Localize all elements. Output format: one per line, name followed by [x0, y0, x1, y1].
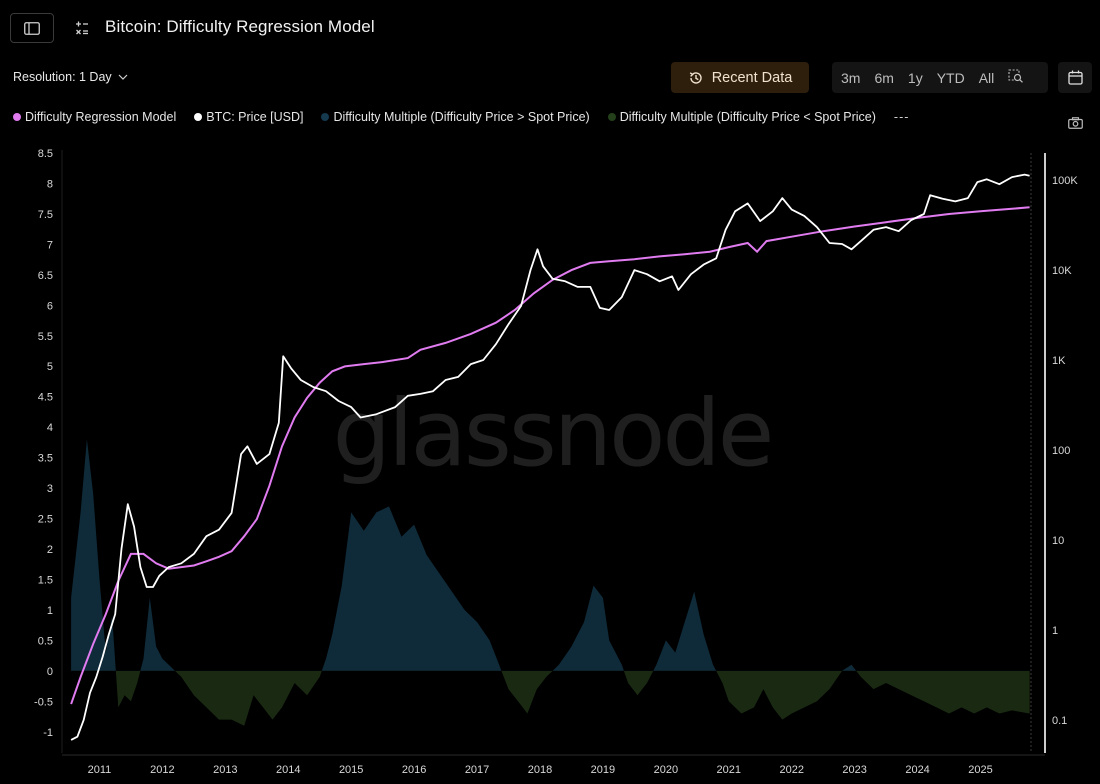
sidebar-toggle-button[interactable] [10, 13, 54, 43]
series-lines-layer [70, 173, 1030, 741]
left-axis-tick-label: 5.5 [38, 331, 53, 343]
watermark-layer: glassnode [333, 380, 775, 487]
recent-data-label: Recent Data [711, 69, 793, 86]
left-axis-tick-label: 3 [47, 483, 53, 495]
btc-price-line [70, 173, 1030, 741]
x-axis-tick-label: 2016 [402, 764, 426, 776]
chart-area: glassnode 8.5 8 7.5 7 6.5 6 5.5 5 4.5 4 3.5 3 2.5 2 1.… [34, 148, 1078, 776]
right-axis-tick-label: 100K [1052, 175, 1078, 187]
x-axis-tick-label: 2015 [339, 764, 363, 776]
axes-layer: 8.5 8 7.5 7 6.5 6 5.5 5 4.5 4 3.5 3 2.5 2 1.5 1 0.5 0 -0.5… [34, 148, 1078, 776]
calendar-button[interactable] [1058, 62, 1092, 93]
left-axis-tick-label: -0.5 [34, 696, 53, 708]
range-1y-button[interactable]: 1y [907, 69, 923, 86]
resolution-dropdown[interactable]: Resolution: 1 Day [13, 70, 128, 84]
legend-label: Difficulty Regression Model [25, 110, 177, 124]
multiple-area-layer [71, 439, 1030, 726]
left-axis-tick-label: 0 [47, 666, 53, 678]
range-6m-button[interactable]: 6m [874, 69, 894, 86]
legend-label: BTC: Price [USD] [206, 110, 304, 124]
right-axis-tick-label: 10K [1052, 265, 1072, 277]
resolution-label: Resolution: 1 Day [13, 70, 112, 84]
chart-legend: Difficulty Regression Model BTC: Price [… [13, 110, 909, 124]
left-axis-tick-label: 6 [47, 300, 53, 312]
screenshot-button[interactable] [1064, 114, 1086, 132]
x-axis-tick-label: 2018 [528, 764, 552, 776]
x-axis-tick-label: 2017 [465, 764, 489, 776]
right-axis-tick-label: 1 [1052, 625, 1058, 637]
left-axis-tick-label: 8.5 [38, 148, 53, 160]
page-title: Bitcoin: Difficulty Regression Model [105, 17, 375, 36]
x-axis-tick-label: 2024 [905, 764, 929, 776]
camera-icon [1067, 117, 1083, 129]
sidebar-icon [24, 21, 40, 35]
x-axis-tick-label: 2014 [276, 764, 300, 776]
watermark-text: glassnode [333, 380, 772, 487]
top-bar: Bitcoin: Difficulty Regression Model [0, 0, 1100, 56]
left-axis-tick-label: 6.5 [38, 270, 53, 282]
multiple-area-below [115, 670, 1030, 726]
left-axis-tick-label: 3.5 [38, 453, 53, 465]
legend-dot-price [194, 113, 203, 121]
right-axis-tick-label: 1K [1052, 355, 1066, 367]
recent-data-button[interactable]: Recent Data [671, 62, 809, 93]
left-axis-tick-label: 0.5 [38, 635, 53, 647]
legend-item-multiple-above[interactable]: Difficulty Multiple (Difficulty Price > … [321, 110, 590, 124]
legend-more-button[interactable]: --- [893, 110, 910, 124]
left-axis-tick-label: 5 [47, 361, 53, 373]
left-axis-tick-label: 4.5 [38, 392, 53, 404]
x-axis-tick-label: 2022 [779, 764, 803, 776]
left-axis-tick-label: 4 [47, 422, 53, 434]
right-axis-tick-label: 10 [1052, 535, 1064, 547]
formula-icon [76, 21, 88, 35]
left-axis-tick-label: 1 [47, 605, 53, 617]
chevron-down-icon [118, 74, 128, 80]
formula-button[interactable] [70, 16, 94, 40]
x-axis-tick-label: 2025 [968, 764, 992, 776]
x-axis-tick-label: 2019 [591, 764, 615, 776]
range-all-button[interactable]: All [978, 69, 995, 86]
range-ytd-button[interactable]: YTD [936, 69, 965, 86]
legend-item-multiple-below[interactable]: Difficulty Multiple (Difficulty Price < … [607, 110, 876, 124]
right-axis-tick-label: 100 [1052, 445, 1070, 457]
x-axis-tick-label: 2011 [88, 764, 112, 776]
left-axis-tick-label: 2 [47, 544, 53, 556]
zoom-select-icon [1008, 69, 1024, 83]
zoom-select-button[interactable] [1001, 69, 1031, 86]
legend-dot-regression [13, 113, 21, 121]
left-axis-tick-label: -1 [43, 727, 53, 739]
history-icon [689, 71, 702, 84]
legend-item-btc-price[interactable]: BTC: Price [USD] [194, 110, 303, 124]
x-axis-tick-label: 2020 [654, 764, 678, 776]
left-axis-tick-label: 7 [47, 239, 53, 251]
x-axis-tick-label: 2012 [150, 764, 174, 776]
time-range-selector: 3m 6m 1y YTD All [832, 62, 1048, 93]
legend-label: Difficulty Multiple (Difficulty Price < … [619, 110, 876, 124]
calendar-icon [1067, 70, 1083, 85]
legend-label: Difficulty Multiple (Difficulty Price > … [333, 110, 590, 124]
left-axis-tick-label: 1.5 [38, 574, 53, 586]
legend-dot-multiple-below [607, 113, 616, 121]
left-axis-tick-label: 8 [47, 178, 53, 190]
regression-model-line [70, 206, 1030, 705]
right-axis-tick-label: 0.1 [1052, 715, 1067, 727]
left-axis-tick-label: 2.5 [38, 514, 53, 526]
legend-dot-multiple-above [321, 113, 330, 121]
x-axis-tick-label: 2023 [842, 764, 866, 776]
legend-item-regression-model[interactable]: Difficulty Regression Model [13, 110, 176, 124]
x-axis-tick-label: 2013 [213, 764, 237, 776]
range-3m-button[interactable]: 3m [841, 69, 861, 86]
x-axis-tick-label: 2021 [717, 764, 741, 776]
left-axis-tick-label: 7.5 [38, 209, 53, 221]
